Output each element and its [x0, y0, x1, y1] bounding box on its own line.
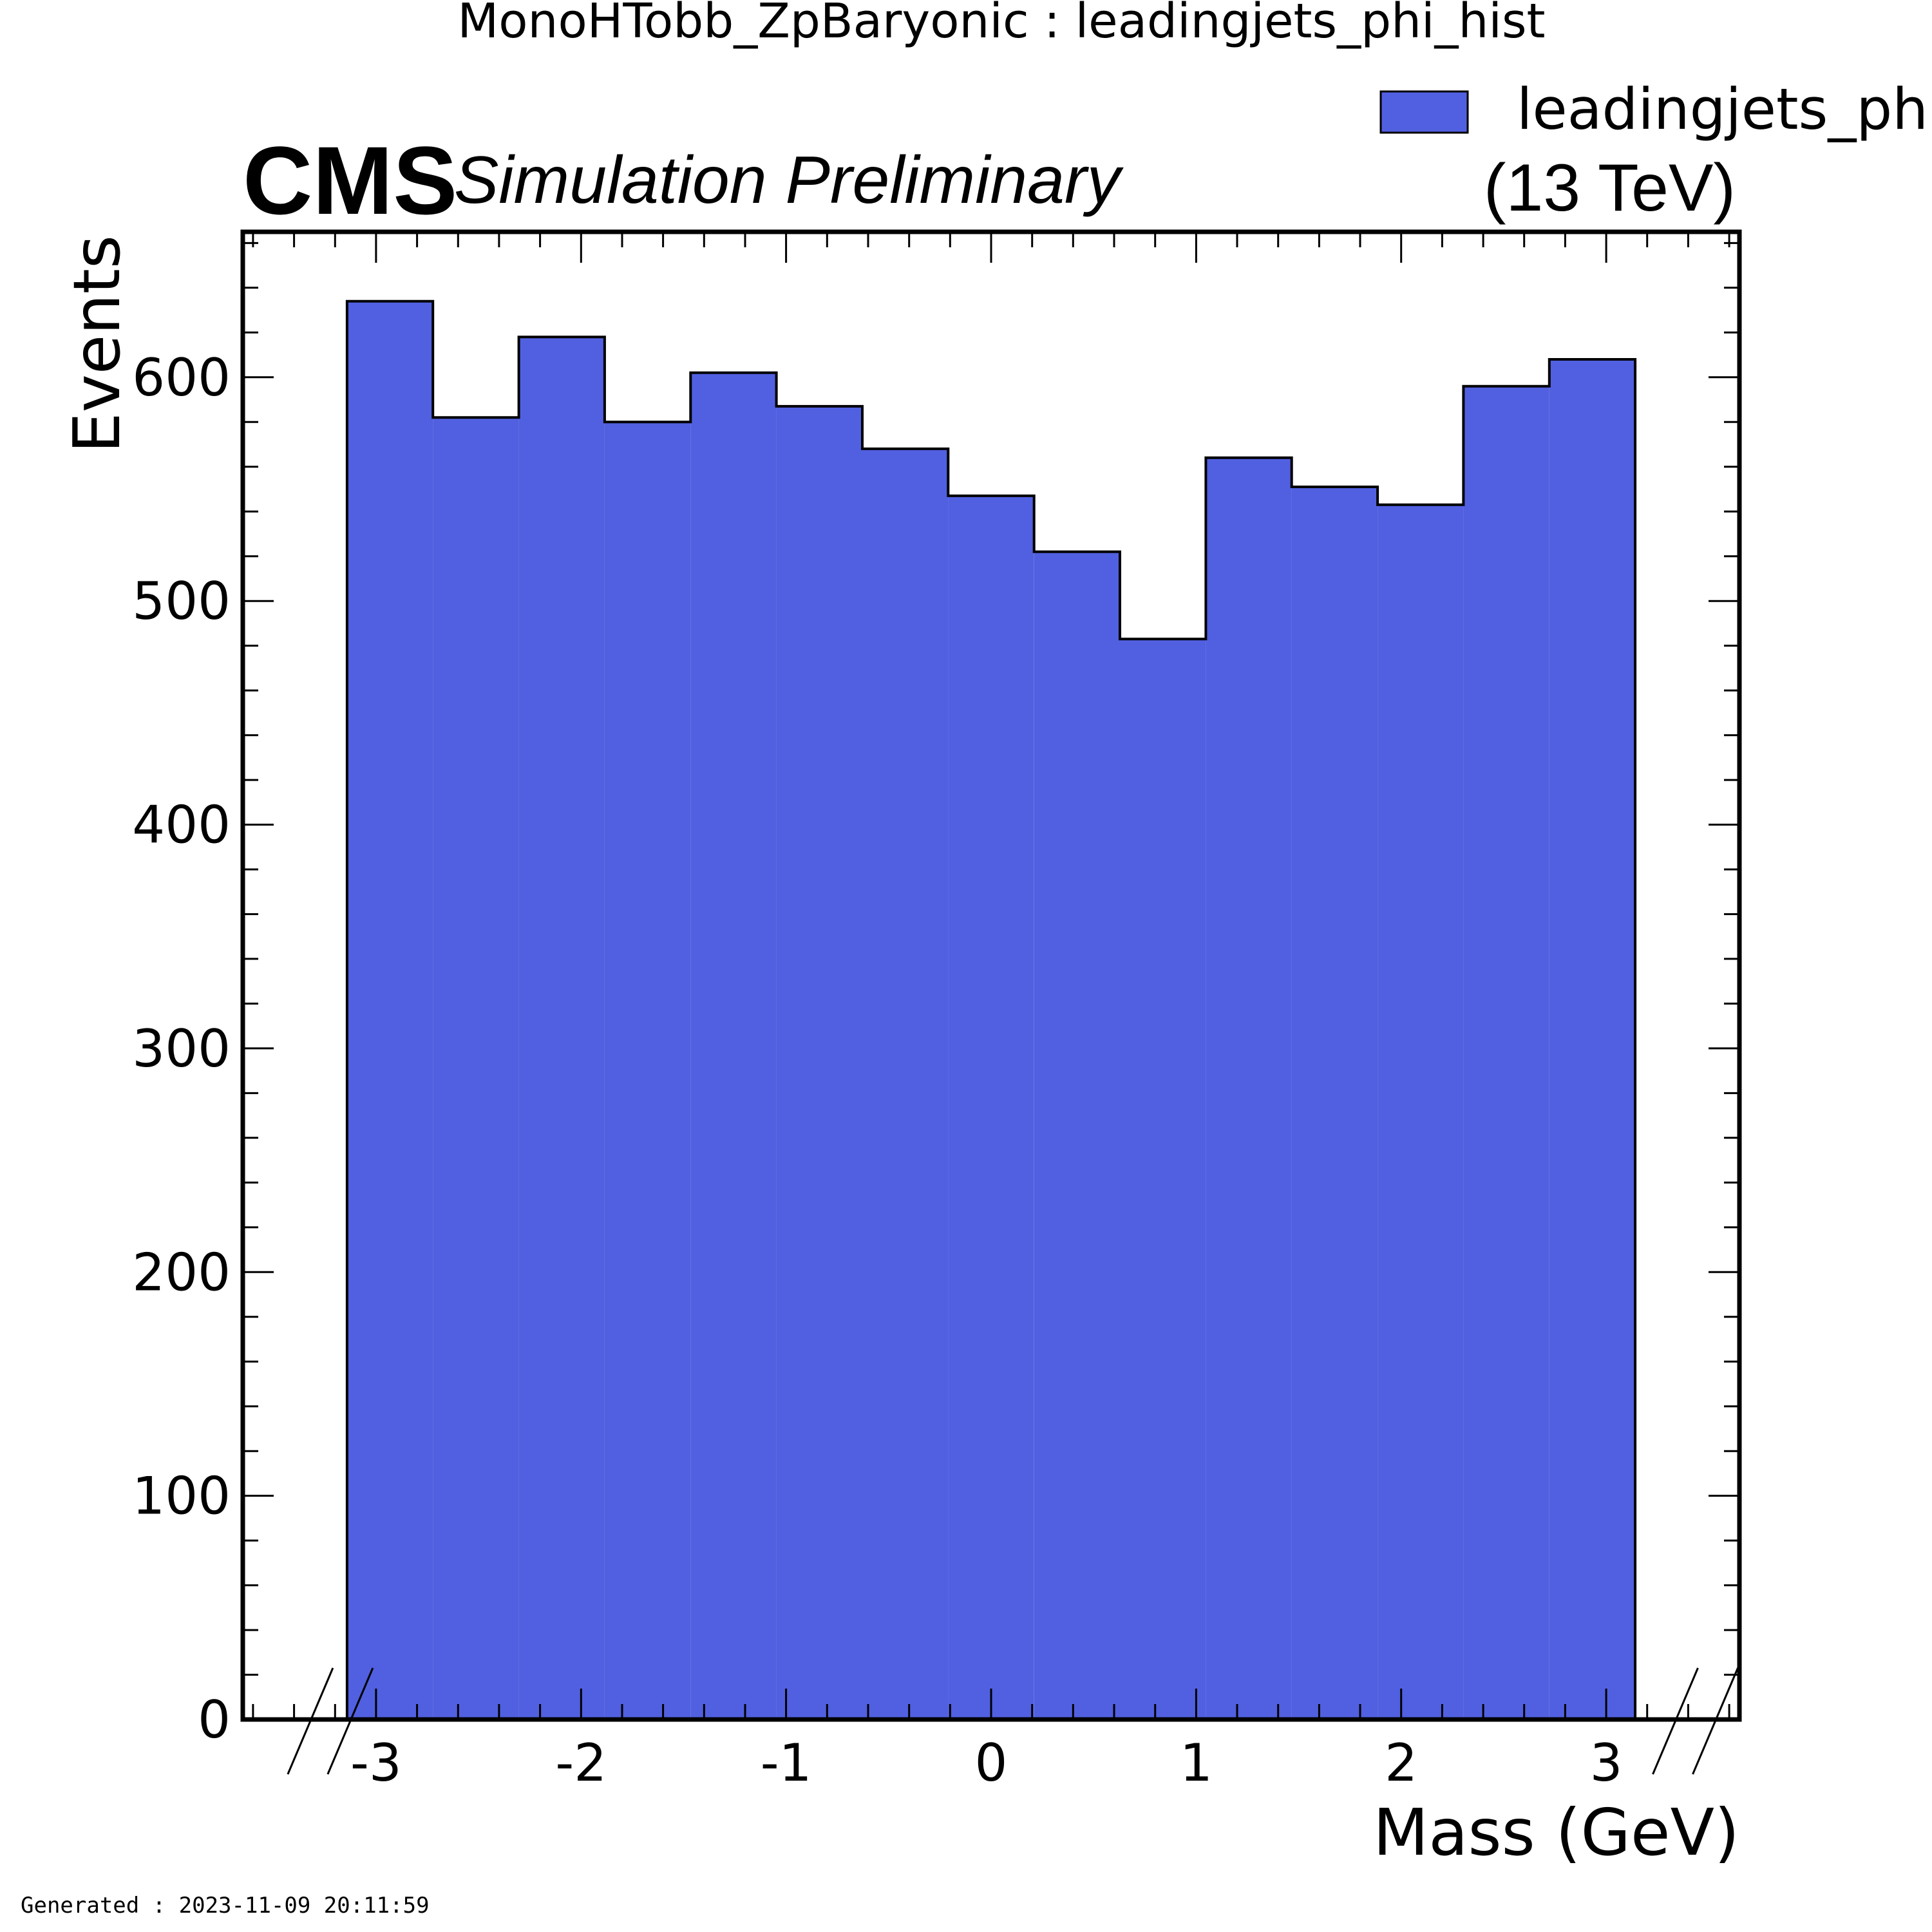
energy-label: (13 TeV) — [1484, 151, 1736, 225]
x-tick-label: -1 — [761, 1733, 812, 1793]
axis-break-mark — [327, 1667, 374, 1775]
histogram-bar — [948, 495, 1034, 1719]
histogram-bar — [690, 372, 777, 1719]
y-tick-label: 100 — [132, 1466, 231, 1526]
y-tick-label: 600 — [132, 348, 231, 408]
histogram-bar — [346, 301, 433, 1720]
y-tick-label: 500 — [132, 571, 231, 631]
x-axis-label: Mass (GeV) — [1373, 1795, 1739, 1870]
axis-break-mark — [1652, 1667, 1699, 1775]
histogram-bar — [1034, 551, 1121, 1720]
x-tick-label: 3 — [1590, 1733, 1623, 1793]
x-tick-label: 1 — [1180, 1733, 1213, 1793]
cms-sublabel: Simulation Preliminary — [454, 143, 1124, 218]
histogram-bar — [1291, 487, 1378, 1719]
axis-break-mark — [1692, 1667, 1739, 1775]
plot-frame — [240, 229, 1742, 1722]
x-tick-label: 2 — [1385, 1733, 1417, 1793]
histogram-bar — [518, 337, 605, 1719]
figure-title: MonoHTobb_ZpBaryonic : leadingjets_phi_h… — [457, 0, 1545, 49]
x-tick-label: -3 — [350, 1733, 402, 1793]
axis-ticks — [243, 232, 1739, 1721]
y-tick-label: 0 — [198, 1690, 231, 1750]
histogram-bar — [1549, 359, 1636, 1719]
y-tick-label: 400 — [132, 795, 231, 855]
histogram-bars — [345, 299, 1637, 1720]
legend: leadingjets_phi_ — [1379, 76, 1932, 142]
x-tick-label: -2 — [555, 1733, 607, 1793]
histogram-bar — [776, 406, 862, 1719]
histogram-bar — [433, 417, 519, 1719]
histogram-bar — [1206, 457, 1292, 1719]
histogram-outline — [345, 299, 1637, 1719]
cms-label: CMS — [243, 126, 457, 234]
histogram-bar — [862, 448, 949, 1719]
histogram-bar — [1378, 504, 1464, 1719]
y-tick-label: 200 — [132, 1242, 231, 1302]
histogram-bar — [1120, 639, 1206, 1720]
axis-break-marks — [287, 1667, 1739, 1775]
legend-swatch — [1379, 90, 1469, 134]
x-tick-label: 0 — [975, 1733, 1008, 1793]
histogram-bar — [604, 422, 691, 1719]
axis-tick-labels: -3 -2 -1 0 1 2 3 0 100 200 300 400 500 600 — [132, 348, 1622, 1793]
generated-footer: Generated : 2023-11-09 20:11:59 — [21, 1893, 430, 1918]
y-tick-label: 300 — [132, 1019, 231, 1079]
axis-break-mark — [287, 1667, 334, 1775]
y-axis-label: Events — [59, 235, 135, 453]
histogram-bar — [1463, 386, 1549, 1720]
legend-label: leadingjets_phi_ — [1517, 76, 1932, 142]
